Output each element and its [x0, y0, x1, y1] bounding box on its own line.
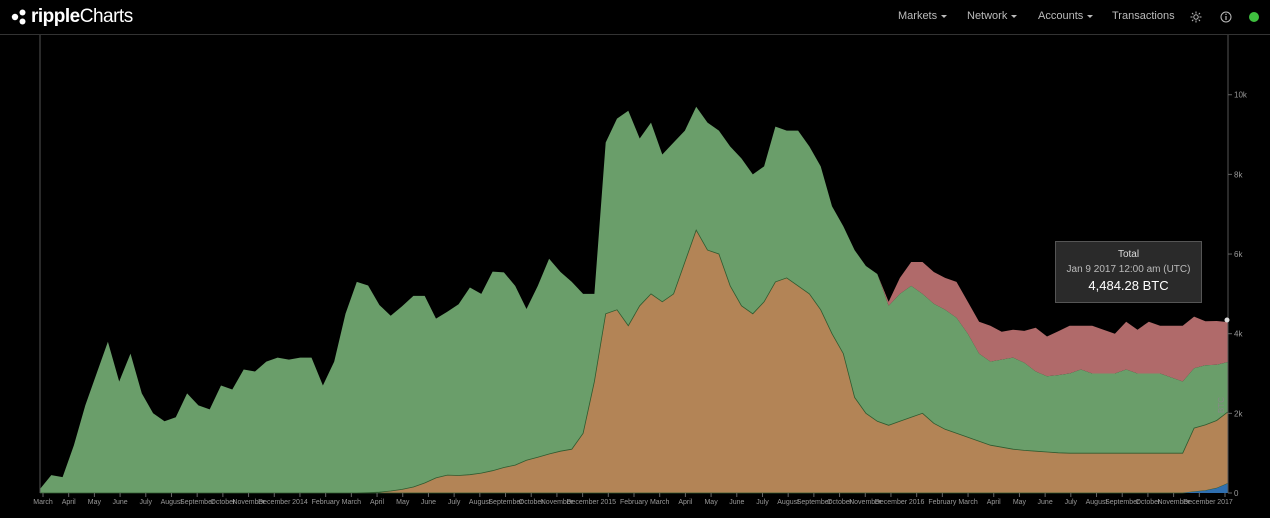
- x-tick-label: April: [370, 499, 384, 506]
- x-tick-label: August: [777, 499, 799, 506]
- y-tick-label: 4k: [1234, 330, 1243, 339]
- ripplecharts-logo[interactable]: ripple Charts: [10, 5, 133, 29]
- x-tick-label: September: [1105, 499, 1140, 506]
- chevron-down-icon: [1087, 14, 1094, 18]
- tooltip: Total Jan 9 2017 12:00 am (UTC) 4,484.28…: [1055, 241, 1202, 303]
- x-tick-label: October: [519, 499, 545, 506]
- stacked-area-chart: 0 2k 4k 6k 8k 10k March April May June July August…: [33, 35, 1248, 506]
- top-navbar: ripple Charts Markets Network Accounts Tr…: [0, 0, 1270, 35]
- x-tick-label: March: [33, 499, 53, 506]
- x-tick-label: April: [62, 499, 76, 506]
- x-tick-label: August: [469, 499, 491, 506]
- x-tick-label: 2017: [1217, 499, 1233, 506]
- x-tick-label: June: [112, 499, 127, 506]
- y-tick-label: 2k: [1234, 409, 1243, 418]
- x-tick-label: November: [541, 499, 574, 506]
- tooltip-value: 4,484.28 BTC: [1088, 278, 1169, 293]
- nav-transactions[interactable]: Transactions: [1112, 10, 1175, 22]
- info-icon[interactable]: [1220, 11, 1232, 23]
- chevron-down-icon: [941, 14, 948, 18]
- x-tick-label: 2016: [909, 499, 925, 506]
- x-tick-label: February: [928, 499, 957, 506]
- x-tick-label: July: [756, 499, 769, 506]
- tooltip-title: Total: [1117, 249, 1140, 260]
- x-tick-label: March: [342, 499, 362, 506]
- nav-accounts-label: Accounts: [1038, 10, 1084, 22]
- x-tick-label: March: [958, 499, 978, 506]
- hover-point: [1224, 317, 1230, 323]
- x-tick-label: May: [704, 499, 718, 506]
- x-tick-label: June: [421, 499, 436, 506]
- y-tick-label: 8k: [1234, 170, 1243, 179]
- x-tick-label: December: [1183, 499, 1216, 506]
- nav-transactions-label: Transactions: [1112, 10, 1175, 22]
- x-tick-label: May: [396, 499, 410, 506]
- x-tick-label: December: [258, 499, 291, 506]
- nav-network[interactable]: Network: [967, 10, 1018, 22]
- sun-icon[interactable]: [1190, 11, 1202, 23]
- x-tick-label: October: [1135, 499, 1161, 506]
- x-tick-label: November: [1157, 499, 1190, 506]
- x-tick-label: June: [729, 499, 744, 506]
- x-tick-label: October: [210, 499, 236, 506]
- x-tick-label: April: [678, 499, 692, 506]
- x-tick-label: August: [161, 499, 183, 506]
- x-tick-label: April: [987, 499, 1001, 506]
- x-tick-label: May: [88, 499, 102, 506]
- ripple-logo-icon: [11, 9, 26, 25]
- y-tick-label: 10k: [1234, 91, 1248, 100]
- x-tick-label: August: [1086, 499, 1108, 506]
- logo-text-light: Charts: [79, 6, 133, 27]
- y-axis-label: BTC: [1217, 397, 1226, 413]
- x-tick-label: October: [827, 499, 853, 506]
- logo-text-bold: ripple: [31, 6, 80, 27]
- x-tick-label: June: [1038, 499, 1053, 506]
- x-tick-label: September: [797, 499, 832, 506]
- x-tick-label: September: [488, 499, 523, 506]
- chevron-down-icon: [1011, 14, 1018, 18]
- tooltip-date: Jan 9 2017 12:00 am (UTC): [1066, 264, 1191, 275]
- nav-accounts[interactable]: Accounts: [1038, 10, 1094, 22]
- nav-markets-label: Markets: [898, 10, 938, 22]
- nav-network-label: Network: [967, 10, 1008, 22]
- x-tick-label: September: [180, 499, 215, 506]
- x-tick-label: May: [1013, 499, 1027, 506]
- x-tick-label: July: [1065, 499, 1078, 506]
- x-tick-label: 2014: [292, 499, 308, 506]
- x-tick-label: 2015: [601, 499, 617, 506]
- y-tick-label: 6k: [1234, 250, 1243, 259]
- x-tick-label: March: [650, 499, 670, 506]
- nav-markets[interactable]: Markets: [898, 10, 948, 22]
- x-tick-label: February: [620, 499, 649, 506]
- x-tick-label: November: [849, 499, 882, 506]
- status-dot-icon: [1249, 12, 1259, 22]
- y-tick-label: 0: [1234, 489, 1239, 498]
- x-tick-label: July: [140, 499, 153, 506]
- x-tick-label: December: [566, 499, 599, 506]
- x-tick-label: February: [312, 499, 341, 506]
- x-tick-label: December: [875, 499, 908, 506]
- area-series-2: [40, 106, 1228, 493]
- x-tick-label: July: [448, 499, 461, 506]
- x-tick-label: November: [232, 499, 265, 506]
